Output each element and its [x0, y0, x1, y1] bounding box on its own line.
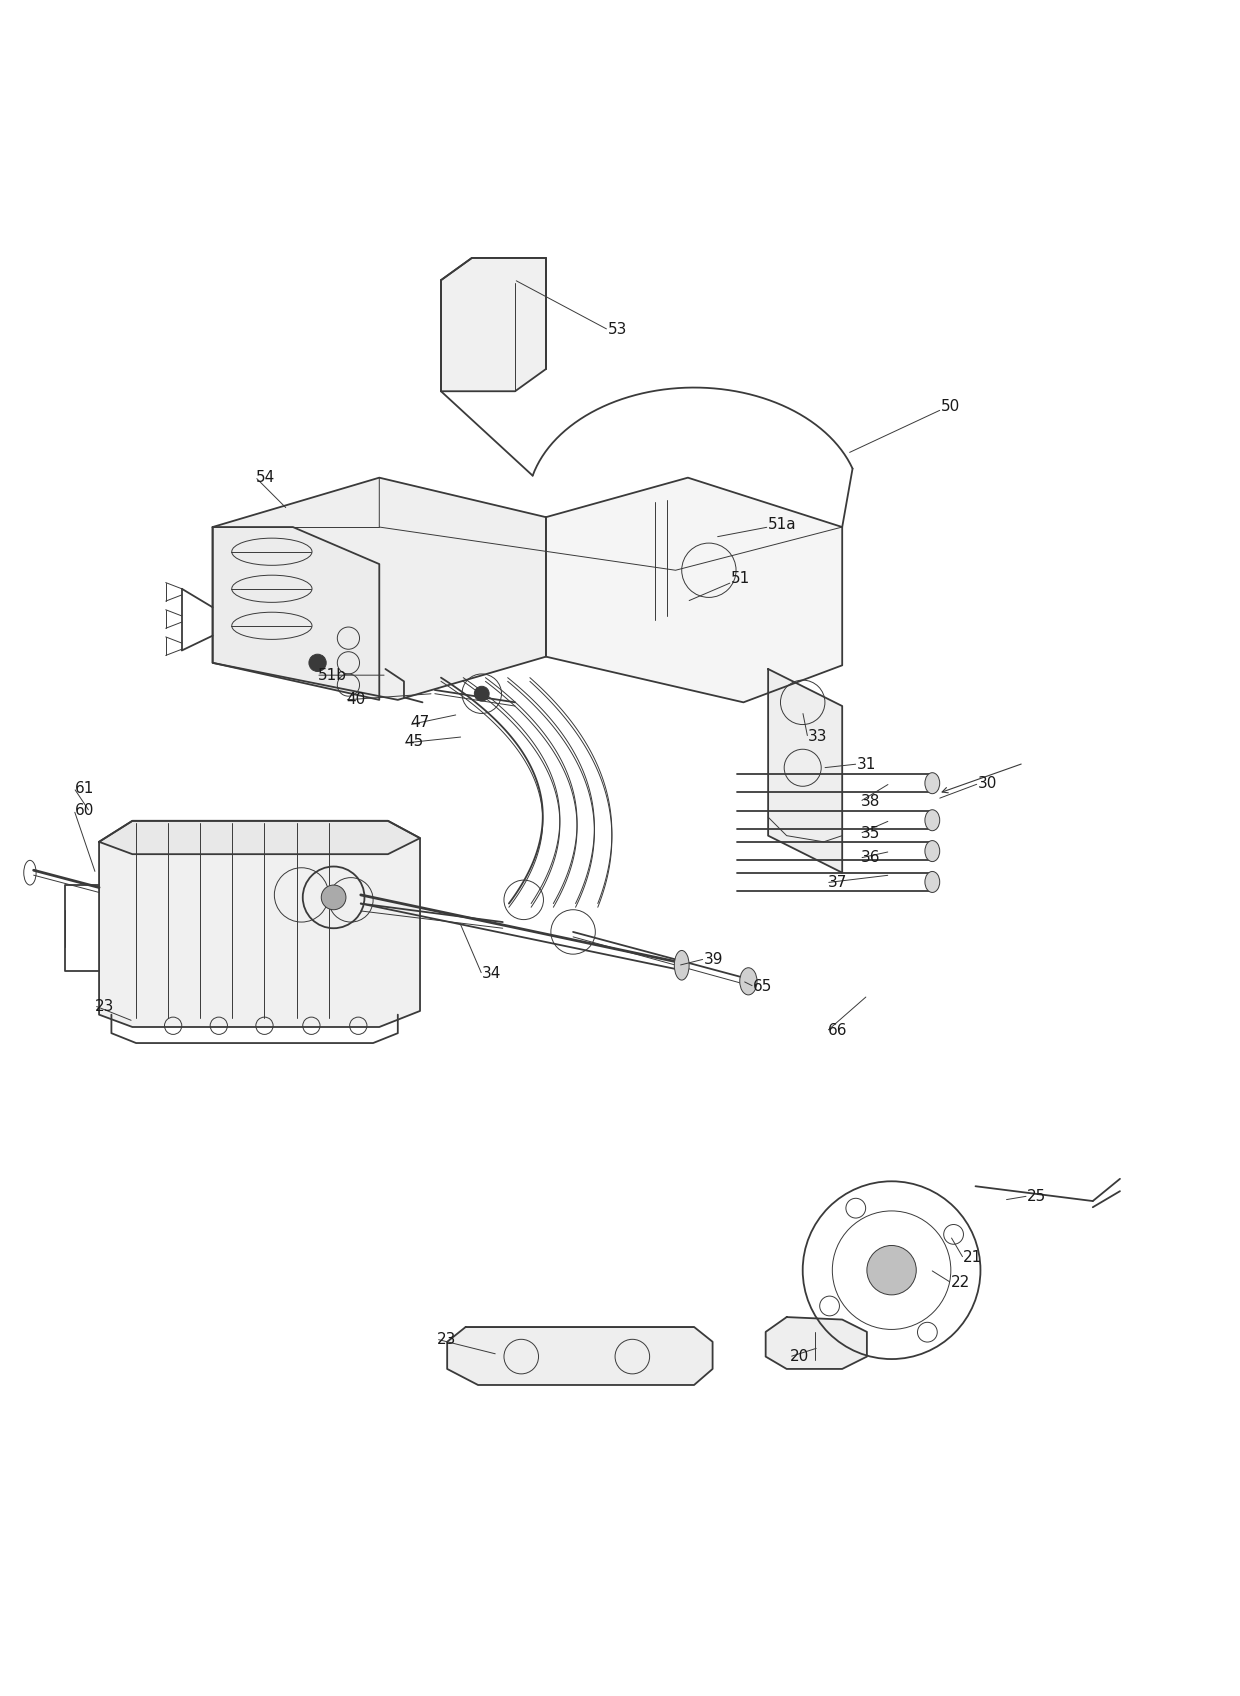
Text: 31: 31 [857, 756, 877, 772]
Text: 50: 50 [941, 399, 960, 414]
Text: 37: 37 [827, 875, 847, 890]
Text: 25: 25 [1028, 1189, 1047, 1204]
Text: 23: 23 [438, 1331, 456, 1347]
Polygon shape [765, 1318, 867, 1369]
Ellipse shape [925, 809, 940, 831]
Ellipse shape [925, 841, 940, 862]
Text: 51: 51 [732, 572, 750, 587]
Text: 54: 54 [255, 470, 275, 485]
Text: 30: 30 [978, 777, 997, 792]
Polygon shape [99, 821, 420, 1028]
Text: 53: 53 [608, 322, 627, 338]
Text: 45: 45 [404, 734, 423, 750]
Polygon shape [546, 478, 842, 702]
Ellipse shape [740, 968, 758, 996]
Text: 36: 36 [861, 850, 880, 865]
Text: 40: 40 [346, 692, 366, 707]
Text: 51a: 51a [768, 517, 797, 533]
Text: 35: 35 [861, 826, 880, 841]
Circle shape [309, 655, 326, 672]
Text: 61: 61 [74, 782, 94, 795]
Ellipse shape [925, 773, 940, 794]
Ellipse shape [925, 872, 940, 892]
Polygon shape [212, 527, 379, 700]
Text: 65: 65 [754, 979, 773, 994]
Polygon shape [212, 478, 546, 700]
Text: 20: 20 [790, 1348, 810, 1364]
Text: 60: 60 [74, 804, 94, 819]
Text: 33: 33 [807, 729, 827, 745]
Text: 38: 38 [861, 794, 880, 809]
Polygon shape [448, 1326, 713, 1386]
Text: 39: 39 [704, 951, 723, 967]
Text: 23: 23 [95, 999, 115, 1014]
Polygon shape [99, 821, 420, 855]
Circle shape [321, 885, 346, 909]
Text: 21: 21 [963, 1250, 982, 1265]
Polygon shape [768, 668, 842, 873]
Text: 47: 47 [410, 714, 429, 729]
Text: 66: 66 [827, 1023, 847, 1038]
Text: 51b: 51b [317, 668, 346, 683]
Polygon shape [441, 258, 546, 392]
Ellipse shape [675, 950, 689, 980]
Text: 34: 34 [482, 967, 501, 982]
Text: 22: 22 [951, 1275, 970, 1291]
Circle shape [867, 1245, 916, 1294]
Circle shape [475, 687, 489, 700]
